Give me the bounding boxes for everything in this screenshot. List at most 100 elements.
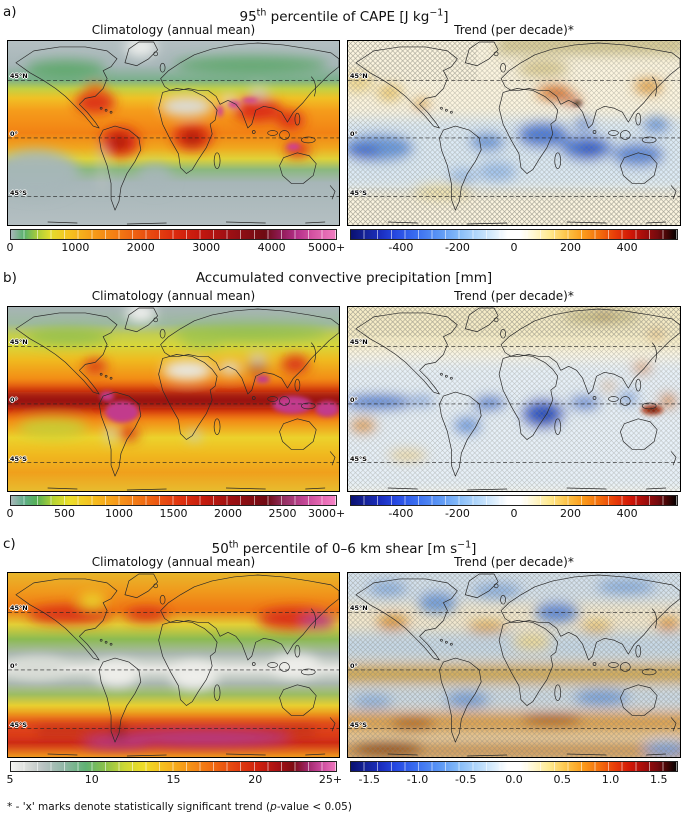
map-shear-climatology: 45°N 0° 45°S — [7, 572, 340, 758]
lat-label-equator: 0° — [10, 130, 18, 138]
lat-label-45n: 45°N — [350, 338, 368, 346]
lat-label-equator: 0° — [10, 396, 18, 404]
colorbar-tick-label: 0 — [510, 507, 518, 520]
colorbar-tick-label: 400 — [616, 507, 638, 520]
colorbar-tick-label: -400 — [388, 241, 414, 254]
panel-letter-a: a) — [3, 4, 17, 20]
colorbar-tick-label: 2500 — [268, 507, 297, 520]
panel-precip-trend: Trend (per decade)* — [347, 288, 681, 521]
colorbar-shear-climatology: 5 10 15 20 25+ — [6, 761, 343, 787]
colorbar-tick-label: -200 — [444, 241, 470, 254]
colorbar-tick-label: 15 — [166, 773, 181, 786]
colorbar-gradient — [350, 495, 678, 506]
lat-label-45s: 45°S — [10, 721, 27, 729]
colorbar-tick-labels: -400 -200 0 200 400 — [350, 240, 678, 254]
colorbar-tick-labels: 5 10 15 20 25+ — [6, 772, 343, 786]
colorbar-cape-trend: -400 -200 0 200 400 — [350, 229, 678, 255]
world-map-graphic — [8, 307, 339, 491]
lat-label-equator: 0° — [350, 662, 358, 670]
colorbar-tick-label: 400 — [616, 241, 638, 254]
row-title-text-c: 50th percentile of 0–6 km shear [m s−1] — [211, 539, 477, 557]
colorbar-shear-trend: -1.5 -1.0 -0.5 0.0 0.5 1.0 1.5 — [350, 761, 678, 787]
lat-label-equator: 0° — [10, 662, 18, 670]
panel-title-trend: Trend (per decade)* — [454, 289, 574, 303]
colorbar-tick-label: 10 — [84, 773, 99, 786]
row-title-a: a) 95th percentile of CAPE [J kg−1] — [3, 3, 681, 25]
lat-label-45s: 45°S — [350, 721, 367, 729]
world-map-graphic — [348, 41, 680, 225]
map-cape-climatology: 45°N 0° 45°S — [7, 40, 340, 226]
lat-label-45n: 45°N — [10, 338, 28, 346]
colorbar-tick-label: 2000 — [214, 507, 242, 520]
colorbar-tick-label: 0 — [6, 241, 14, 254]
colorbar-segments — [11, 230, 336, 239]
colorbar-tick-label: 1.5 — [649, 773, 668, 786]
colorbar-tick-labels: -400 -200 0 200 400 — [350, 506, 678, 520]
colorbar-tick-label: 5000+ — [307, 241, 346, 254]
colorbar-tick-label: 20 — [248, 773, 263, 786]
world-map-graphic — [8, 573, 339, 757]
colorbar-segments — [11, 496, 336, 505]
colorbar-segments — [11, 762, 336, 771]
panel-shear-trend: Trend (per decade)* — [347, 554, 681, 787]
colorbar-tick-label: 1000 — [105, 507, 133, 520]
colorbar-tick-label: 0 — [510, 241, 518, 254]
colorbar-tick-label: 5 — [6, 773, 14, 786]
panel-title-climatology: Climatology (annual mean) — [91, 555, 256, 569]
colorbar-tick-label: -200 — [444, 507, 470, 520]
row-title-text-b: Accumulated convective precipitation [mm… — [195, 270, 493, 286]
lat-label-45s: 45°S — [10, 455, 27, 463]
colorbar-gradient — [10, 761, 337, 772]
colorbar-tick-label: -0.5 — [455, 773, 477, 786]
lat-label-45s: 45°S — [10, 189, 27, 197]
panel-shear-climatology: Climatology (annual mean) — [6, 554, 343, 787]
panel-title-climatology: Climatology (annual mean) — [91, 289, 256, 303]
panel-title-trend: Trend (per decade)* — [454, 555, 574, 569]
colorbar-tick-label: 4000 — [257, 241, 286, 254]
row-title-text-a: 95th percentile of CAPE [J kg−1] — [239, 7, 449, 25]
colorbar-tick-label: -1.0 — [406, 773, 429, 786]
colorbar-tick-label: 200 — [560, 507, 582, 520]
colorbar-tick-label: 500 — [54, 507, 75, 520]
colorbar-precip-trend: -400 -200 0 200 400 — [350, 495, 678, 521]
lat-label-45s: 45°S — [350, 455, 367, 463]
panel-letter-c: c) — [3, 536, 16, 552]
panel-title-trend: Trend (per decade)* — [454, 23, 574, 37]
colorbar-segments — [351, 762, 677, 771]
map-cape-trend: 45°N 0° 45°S — [347, 40, 681, 226]
colorbar-gradient — [350, 761, 678, 772]
colorbar-tick-label: 200 — [560, 241, 582, 254]
world-map-graphic — [8, 41, 339, 225]
colorbar-tick-label: -1.5 — [358, 773, 381, 786]
map-precip-climatology: 45°N 0° 45°S — [7, 306, 340, 492]
row-title-c: c) 50th percentile of 0–6 km shear [m s−… — [3, 535, 681, 557]
panel-letter-b: b) — [3, 270, 17, 286]
row-title-b: b) Accumulated convective precipitation … — [3, 269, 681, 288]
panel-title-climatology: Climatology (annual mean) — [91, 23, 256, 37]
row-a-cape: a) 95th percentile of CAPE [J kg−1] Clim… — [3, 3, 681, 255]
row-b-precipitation: b) Accumulated convective precipitation … — [3, 269, 681, 521]
colorbar-tick-labels: -1.5 -1.0 -0.5 0.0 0.5 1.0 1.5 — [350, 772, 678, 786]
lat-label-equator: 0° — [350, 396, 358, 404]
colorbar-tick-label: 1500 — [159, 507, 188, 520]
colorbar-tick-label: 1.0 — [601, 773, 620, 786]
colorbar-gradient — [350, 229, 678, 240]
lat-label-45n: 45°N — [10, 604, 28, 612]
colorbar-segments — [351, 230, 677, 239]
colorbar-tick-labels: 0 500 1000 1500 2000 2500 3000+ — [7, 506, 346, 520]
lat-label-45n: 45°N — [350, 72, 368, 80]
colorbar-tick-label: 1000 — [61, 241, 90, 254]
colorbar-tick-label: 3000+ — [307, 507, 346, 520]
panel-cape-trend: Trend (per decade)* — [347, 22, 681, 255]
map-precip-trend: 45°N 0° 45°S — [347, 306, 681, 492]
colorbar-segments — [351, 496, 677, 505]
world-map-graphic — [348, 573, 680, 757]
colorbar-tick-label: -400 — [388, 507, 414, 520]
lat-label-45s: 45°S — [350, 189, 367, 197]
colorbar-tick-label: 3000 — [192, 241, 221, 254]
lat-label-45n: 45°N — [10, 72, 28, 80]
colorbar-tick-label: 25+ — [318, 773, 343, 786]
colorbar-tick-label: 2000 — [126, 241, 155, 254]
lat-label-equator: 0° — [350, 130, 358, 138]
